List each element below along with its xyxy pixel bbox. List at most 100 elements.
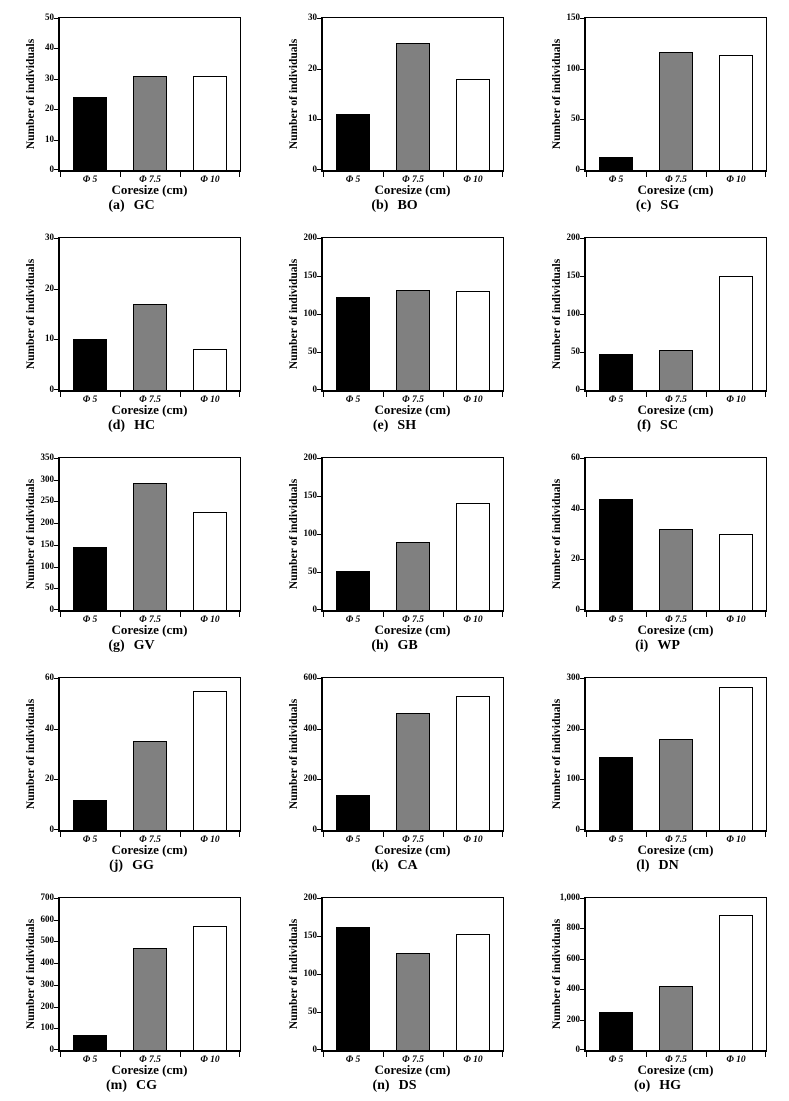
y-tick-mark xyxy=(54,109,58,110)
caption-code: SG xyxy=(660,198,680,213)
x-tick-mark xyxy=(706,390,707,397)
plot-area xyxy=(580,17,767,177)
chart-sg: Number of individuals 0 50 100 150 Φ 5 Φ 7.5 Φ … xyxy=(526,1,789,221)
x-tick-mark xyxy=(586,610,587,617)
caption-code: BO xyxy=(397,198,418,213)
y-tick-mark xyxy=(54,169,58,170)
y-tick-mark xyxy=(54,79,58,80)
x-tick-mark xyxy=(323,830,324,837)
bar-phi-7-5 xyxy=(659,739,693,830)
bar-phi-5 xyxy=(73,547,107,610)
x-tick-mark xyxy=(180,390,181,397)
y-tick-mark xyxy=(317,119,321,120)
x-tick-label: Φ 10 xyxy=(463,615,483,625)
chart-hg: Number of individuals 0 200 400 600 800 1,000 Φ… xyxy=(526,881,789,1101)
y-tick-label: 100 xyxy=(303,308,318,318)
chart-caption: (h) GB xyxy=(263,638,526,654)
x-tick-mark xyxy=(120,610,121,617)
plot-area xyxy=(317,897,504,1057)
x-tick-label: Φ 5 xyxy=(608,395,624,405)
x-tick-mark xyxy=(383,170,384,177)
x-tick-mark xyxy=(323,170,324,177)
x-tick-mark xyxy=(383,830,384,837)
caption-index: (a) xyxy=(108,198,125,213)
y-tick-label: 350 xyxy=(40,452,55,462)
y-tick-mark xyxy=(580,898,584,899)
y-tick-label: 50 xyxy=(308,346,317,356)
x-tick-label: Φ 10 xyxy=(726,395,746,405)
x-tick-mark xyxy=(646,1050,647,1057)
y-tick-label: 200 xyxy=(566,232,581,242)
x-tick-mark xyxy=(443,610,444,617)
y-tick-label: 100 xyxy=(566,308,581,318)
chart-cg: Number of individuals 0 100 200 300 400 500 600… xyxy=(0,881,263,1101)
x-tick-label: Φ 5 xyxy=(345,175,361,185)
x-tick-label: Φ 5 xyxy=(82,615,98,625)
caption-index: (b) xyxy=(371,198,389,213)
y-tick-mark xyxy=(580,18,584,19)
x-tick-mark xyxy=(646,390,647,397)
x-tick-label: Φ 10 xyxy=(200,615,220,625)
bar-phi-7-5 xyxy=(396,953,430,1050)
x-tick-mark xyxy=(586,390,587,397)
caption-index: (g) xyxy=(108,638,125,653)
x-tick-mark xyxy=(60,1050,61,1057)
x-tick-mark xyxy=(706,830,707,837)
y-tick-mark xyxy=(317,898,321,899)
y-tick-label: 50 xyxy=(308,1006,317,1016)
y-tick-label: 50 xyxy=(45,582,54,592)
x-tick-label: Φ 5 xyxy=(345,835,361,845)
x-tick-mark xyxy=(502,1050,503,1057)
y-tick-mark xyxy=(54,678,58,679)
y-tick-mark xyxy=(54,567,58,568)
x-axis-title: Coresize (cm) xyxy=(637,402,714,417)
y-tick-mark xyxy=(317,314,321,315)
bar-phi-10 xyxy=(456,79,490,170)
y-tick-label: 20 xyxy=(45,103,54,113)
caption-index: (j) xyxy=(109,858,124,873)
y-tick-label: 400 xyxy=(40,957,55,967)
y-tick-label: 150 xyxy=(303,490,318,500)
y-tick-label: 200 xyxy=(303,892,318,902)
x-axis-title: Coresize (cm) xyxy=(637,842,714,857)
plot-area xyxy=(317,237,504,397)
caption-code: GC xyxy=(133,198,155,213)
y-tick-mark xyxy=(317,389,321,390)
chart-caption: (m) CG xyxy=(0,1078,263,1094)
y-tick-label: 60 xyxy=(45,672,54,682)
bar-phi-7-5 xyxy=(133,948,167,1050)
x-tick-label: Φ 10 xyxy=(726,615,746,625)
y-tick-mark xyxy=(54,588,58,589)
chart-bo: Number of individuals 0 10 20 30 Φ 5 Φ 7.5 Φ 10… xyxy=(263,1,526,221)
x-tick-label: Φ 7.5 xyxy=(665,835,687,845)
y-tick-mark xyxy=(580,458,584,459)
x-tick-mark xyxy=(706,610,707,617)
y-tick-label: 200 xyxy=(566,1014,581,1024)
y-axis-title: Number of individuals xyxy=(551,698,563,810)
caption-code: DS xyxy=(398,1078,417,1093)
bar-phi-10 xyxy=(193,691,227,830)
x-tick-mark xyxy=(765,610,766,617)
x-tick-mark xyxy=(502,610,503,617)
chart-gg: Number of individuals 0 20 40 60 Φ 5 Φ 7.5 Φ 10… xyxy=(0,661,263,881)
bar-phi-5 xyxy=(336,927,370,1050)
chart-gv: Number of individuals 0 50 100 150 200 250 300 3… xyxy=(0,441,263,661)
y-tick-label: 30 xyxy=(308,12,317,22)
bar-phi-7-5 xyxy=(133,483,167,610)
bar-phi-10 xyxy=(193,349,227,390)
x-tick-label: Φ 5 xyxy=(608,1055,624,1065)
y-tick-label: 0 xyxy=(49,604,55,614)
x-tick-label: Φ 7.5 xyxy=(665,615,687,625)
x-tick-mark xyxy=(586,170,587,177)
chart-caption: (l) DN xyxy=(526,858,789,874)
bar-phi-5 xyxy=(73,339,107,390)
bar-phi-5 xyxy=(336,571,370,610)
y-tick-mark xyxy=(54,1028,58,1029)
chart-caption: (i) WP xyxy=(526,638,789,654)
x-tick-label: Φ 7.5 xyxy=(665,395,687,405)
x-tick-mark xyxy=(239,1050,240,1057)
x-tick-mark xyxy=(586,830,587,837)
y-tick-label: 40 xyxy=(45,723,54,733)
x-tick-mark xyxy=(383,1050,384,1057)
